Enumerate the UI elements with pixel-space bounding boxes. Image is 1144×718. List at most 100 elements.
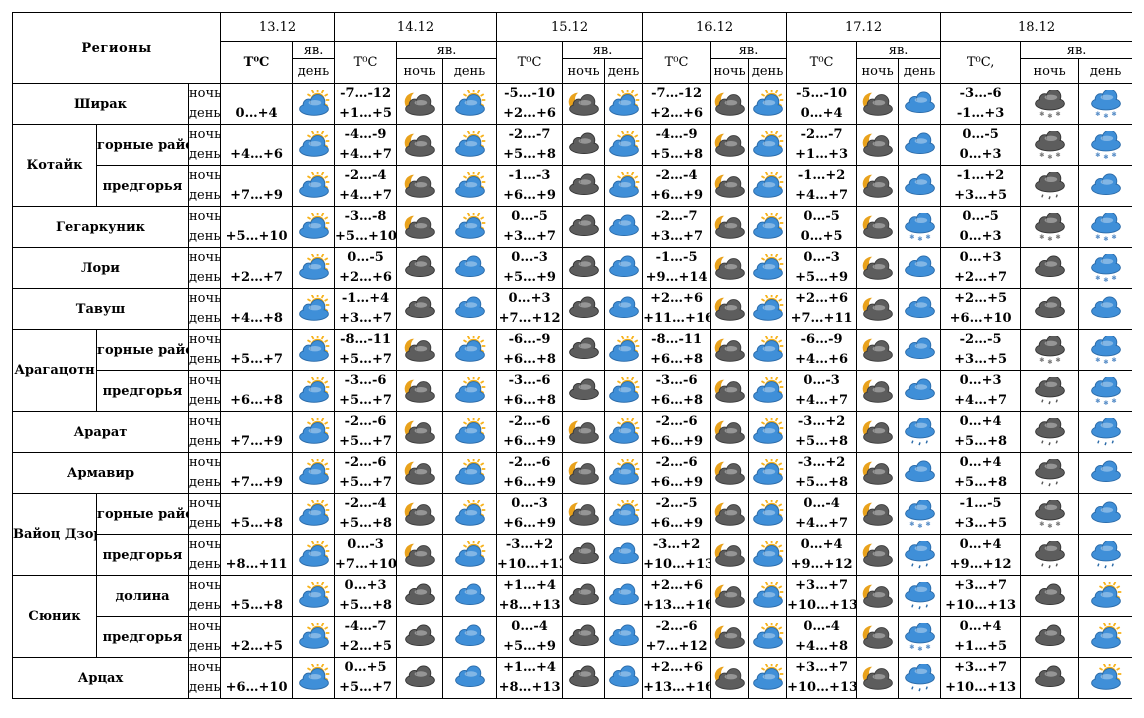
night-day-label: ночь день	[187, 83, 222, 125]
night-temp: -2…-7	[800, 127, 843, 142]
weather-icon-cell	[710, 247, 750, 289]
night-label: ночь	[189, 86, 221, 101]
sun-cloud-icon	[750, 499, 786, 529]
sun-cloud-icon	[294, 253, 334, 283]
table-row: Лори ночь день +2…+7 0…-5 +2…+6 0…-3 +5…+9 -1…-5…	[12, 247, 1132, 289]
svg-text:✱: ✱	[1095, 152, 1100, 159]
weather-icon-cell	[396, 452, 444, 494]
temperature-cell: -3…-6 +6…+8	[496, 370, 564, 412]
weather-icon-cell	[856, 288, 900, 330]
night-temp	[222, 208, 292, 228]
day-temp: +6…+9	[503, 434, 556, 449]
weather-icon-cell	[1020, 534, 1080, 576]
weather-icon-cell	[898, 657, 942, 699]
temperature-cell: -1…-5 +3…+5	[940, 493, 1022, 535]
weather-icon-cell	[748, 206, 788, 248]
forecast-body: Ширак ночь день 0…+4 -7…-12 +1…+5 -5…-10 +2…+6-…	[12, 83, 1132, 699]
day-temp: +6…+8	[230, 393, 283, 408]
region-name: Армавир	[12, 452, 189, 494]
temperature-cell: +3…+7 +10…+13	[786, 657, 858, 699]
sun-cloud-icon	[294, 294, 334, 324]
weather-icon-cell	[442, 124, 498, 166]
weather-icon-cell	[898, 288, 942, 330]
weather-icon-cell	[710, 493, 750, 535]
weather-icon-cell	[292, 83, 336, 125]
day-temp: +3…+5	[954, 516, 1008, 531]
day-temp: +7…+9	[230, 188, 283, 203]
weather-icon-cell	[292, 411, 336, 453]
weather-icon-cell	[856, 452, 900, 494]
weather-icon-cell	[562, 452, 606, 494]
temperature-cell: -2…-6 +6…+9	[642, 452, 712, 494]
blue-cloud-icon	[1080, 295, 1132, 324]
day-col-header: день	[748, 58, 788, 84]
night-temp: -7…-12	[340, 86, 391, 101]
night-temp: 0…-3	[347, 537, 384, 552]
weather-icon-cell	[562, 616, 606, 658]
day-temp: +13…+16	[643, 598, 711, 613]
temperature-cell: 0…+4 +9…+12	[940, 534, 1022, 576]
night-label: ночь	[189, 332, 221, 347]
sun-cloud-icon	[606, 335, 642, 365]
weather-icon-cell	[604, 370, 644, 412]
moon-cloud-icon	[564, 500, 604, 529]
weather-icon-cell	[1020, 452, 1080, 494]
weather-icon-cell	[710, 206, 750, 248]
day-temp: +5…+8	[795, 434, 849, 449]
svg-text:✱: ✱	[925, 234, 930, 241]
dark-cloud-icon	[564, 623, 604, 652]
blue-rain-icon	[900, 417, 940, 447]
weather-icon-cell	[898, 452, 942, 494]
svg-text:✱: ✱	[1111, 275, 1116, 282]
night-temp: -3…+2	[505, 537, 554, 552]
svg-text:✱: ✱	[1095, 398, 1100, 405]
night-temp: 0…-4	[511, 619, 548, 634]
night-day-label: ночь день	[187, 657, 222, 699]
svg-text:✱: ✱	[917, 646, 922, 652]
sun-cloud-icon	[606, 417, 642, 447]
weather-icon-cell	[396, 493, 444, 535]
dark-rain-icon	[1022, 417, 1078, 447]
day-temp: +4…+8	[795, 639, 849, 654]
day-temp: +10…+13	[643, 557, 711, 572]
sun-cloud-icon	[1080, 622, 1132, 652]
sun-cloud-icon	[750, 581, 786, 611]
weather-icon-cell	[396, 575, 444, 617]
night-day-label: ночь день	[187, 493, 222, 535]
temperature-cell: 0…+4 +1…+5	[940, 616, 1022, 658]
day-label: день	[189, 147, 221, 162]
weather-icon-cell	[856, 657, 900, 699]
blue-cloud-icon	[900, 459, 940, 488]
weather-icon-cell	[604, 493, 644, 535]
blue-snow-icon: ✱ ✱ ✱	[1080, 253, 1132, 283]
weather-icon-cell	[292, 247, 336, 289]
temperature-cell: +6…+10	[220, 657, 294, 699]
day-temp: +2…+5	[230, 639, 283, 654]
day-temp: +7…+12	[498, 311, 561, 326]
svg-text:✱: ✱	[1047, 523, 1052, 529]
night-temp: -3…+2	[797, 414, 846, 429]
night-temp	[222, 249, 292, 269]
table-header: Регионы 13.12 14.12 15.12 16.12 17.12 18…	[12, 12, 1132, 84]
day-temp: +6…+9	[650, 434, 703, 449]
night-temp: -4…-9	[344, 127, 387, 142]
temperature-cell: +2…+6 +7…+11	[786, 288, 858, 330]
night-temp	[222, 454, 292, 474]
night-temp: 0…-5	[962, 127, 999, 142]
weather-icon-cell	[898, 370, 942, 412]
day-temp: +2…+6	[503, 106, 556, 121]
day-temp: +7…+12	[645, 639, 708, 654]
night-temp: +2…+6	[650, 578, 703, 593]
night-day-label: ночь день	[187, 411, 222, 453]
day-temp: +5…+7	[339, 352, 392, 367]
night-temp: +1…+4	[503, 578, 556, 593]
night-label: ночь	[189, 455, 221, 470]
temperature-cell: -1…+2 +4…+7	[786, 165, 858, 207]
sun-cloud-icon	[294, 581, 334, 611]
moon-cloud-icon	[858, 500, 898, 529]
temperature-cell: -6…-9 +4…+6	[786, 329, 858, 371]
weather-icon-cell	[856, 534, 900, 576]
weather-icon-cell	[562, 493, 606, 535]
weather-icon-cell	[562, 83, 606, 125]
